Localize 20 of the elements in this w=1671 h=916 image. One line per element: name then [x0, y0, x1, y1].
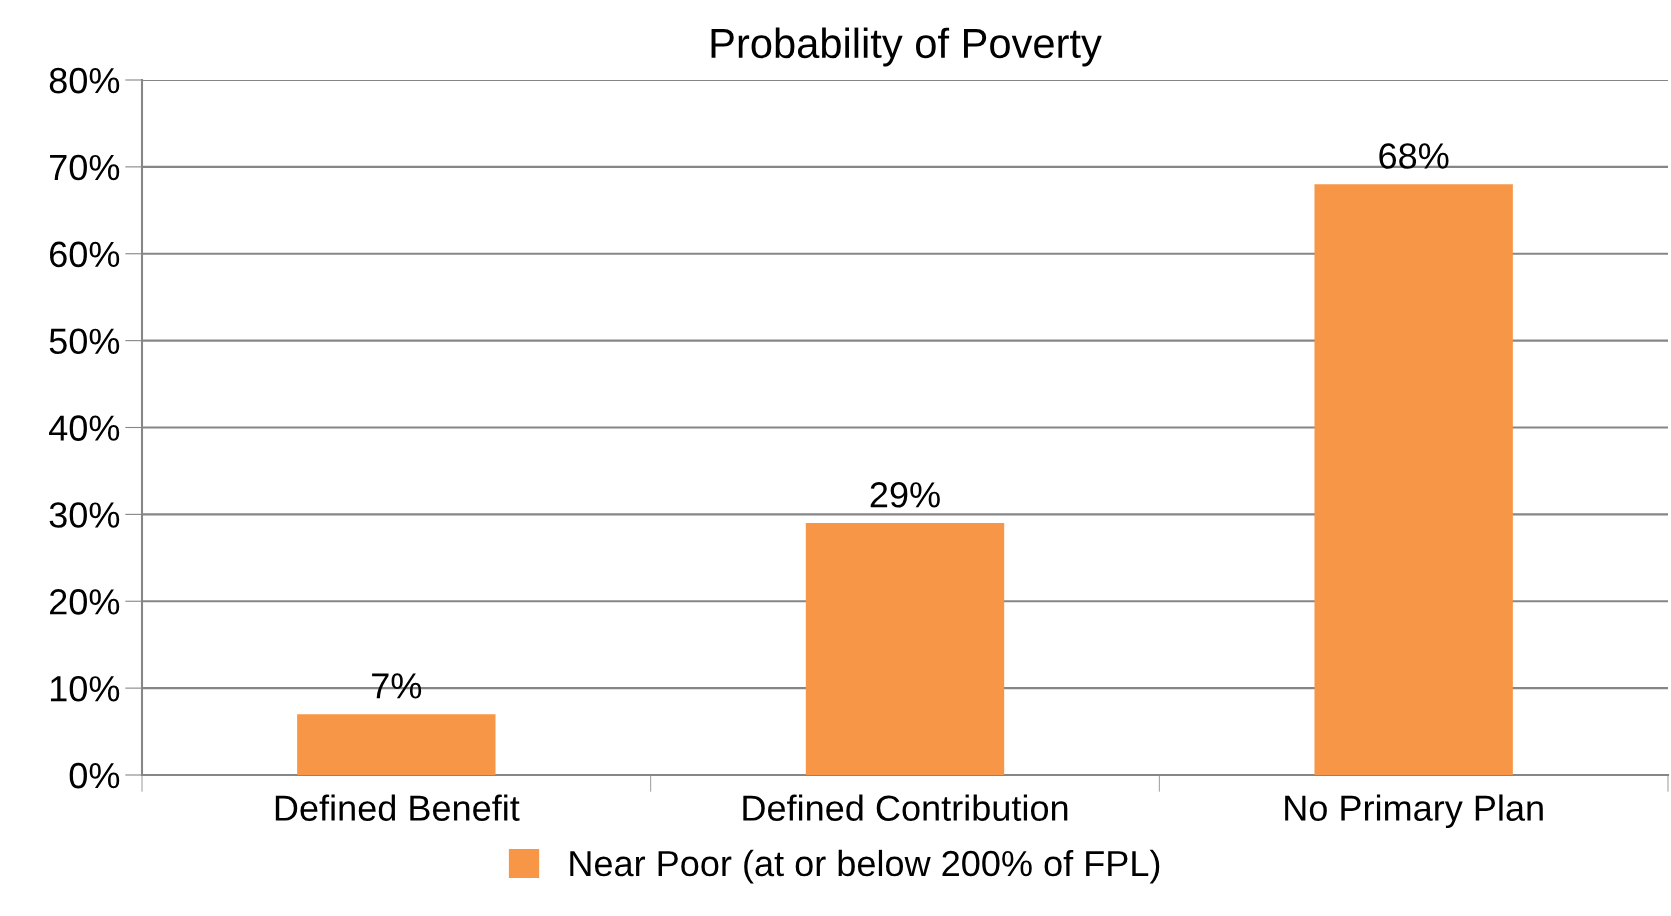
- y-tick-label: 10%: [50, 675, 120, 702]
- y-tick-label: 50%: [49, 328, 120, 355]
- y-tick-label: 80%: [49, 67, 120, 94]
- y-tick-label: 40%: [49, 415, 120, 441]
- y-tick-label: 70%: [50, 154, 120, 181]
- legend-label: Near Poor (at or below 200% of FPL): [570, 849, 1160, 884]
- x-tick-label: Defined Contribution: [743, 794, 1068, 821]
- data-label: 7%: [372, 673, 422, 699]
- x-tick-label: No Primary Plan: [1285, 794, 1543, 829]
- x-tick-label: Defined Benefit: [275, 794, 520, 821]
- data-label: 29%: [870, 482, 940, 508]
- data-label: 68%: [1379, 143, 1449, 169]
- y-tick-label: 30%: [49, 502, 120, 528]
- y-tick-label: 60%: [50, 241, 120, 268]
- bar: [1314, 184, 1513, 775]
- y-tick-label: 20%: [50, 589, 120, 615]
- y-tick-label: 0%: [69, 762, 120, 789]
- bar: [805, 523, 1005, 775]
- bar: [297, 714, 496, 775]
- chart-title: Probability of Poverty: [711, 27, 1102, 67]
